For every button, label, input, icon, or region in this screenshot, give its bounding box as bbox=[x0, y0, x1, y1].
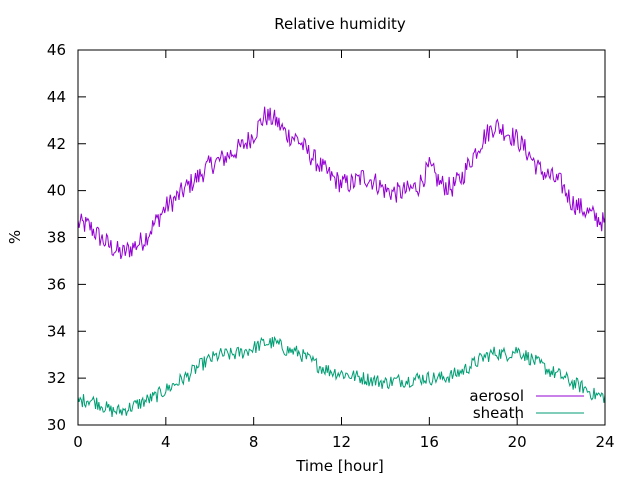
legend-label-aerosol: aerosol bbox=[469, 387, 524, 405]
y-tick-label: 36 bbox=[47, 275, 66, 293]
x-tick-label: 8 bbox=[249, 433, 259, 451]
y-tick-label: 40 bbox=[47, 182, 66, 200]
y-tick-label: 34 bbox=[47, 322, 66, 340]
series-line-aerosol bbox=[77, 106, 606, 260]
x-axis-ticks: 0 4 8 12 16 20 24 bbox=[73, 50, 615, 451]
y-tick-label: 42 bbox=[47, 135, 66, 153]
chart-title: Relative humidity bbox=[274, 15, 406, 33]
x-tick-label: 20 bbox=[508, 433, 527, 451]
y-axis-label: % bbox=[6, 230, 24, 244]
x-tick-label: 0 bbox=[73, 433, 83, 451]
legend-label-sheath: sheath bbox=[473, 404, 524, 422]
y-tick-label: 30 bbox=[47, 416, 66, 434]
x-axis-label: Time [hour] bbox=[295, 457, 384, 475]
y-tick-label: 32 bbox=[47, 369, 66, 387]
y-tick-label: 44 bbox=[47, 88, 66, 106]
x-tick-label: 24 bbox=[595, 433, 614, 451]
y-tick-label: 46 bbox=[47, 41, 66, 59]
x-tick-label: 16 bbox=[420, 433, 439, 451]
plot-frame bbox=[77, 49, 606, 426]
y-axis-ticks: 30 32 34 36 38 40 42 44 46 bbox=[47, 41, 605, 434]
x-tick-label: 4 bbox=[161, 433, 171, 451]
y-tick-label: 38 bbox=[47, 229, 66, 247]
plot-lines bbox=[77, 106, 606, 417]
series-line-sheath bbox=[77, 335, 606, 417]
x-tick-label: 12 bbox=[332, 433, 351, 451]
